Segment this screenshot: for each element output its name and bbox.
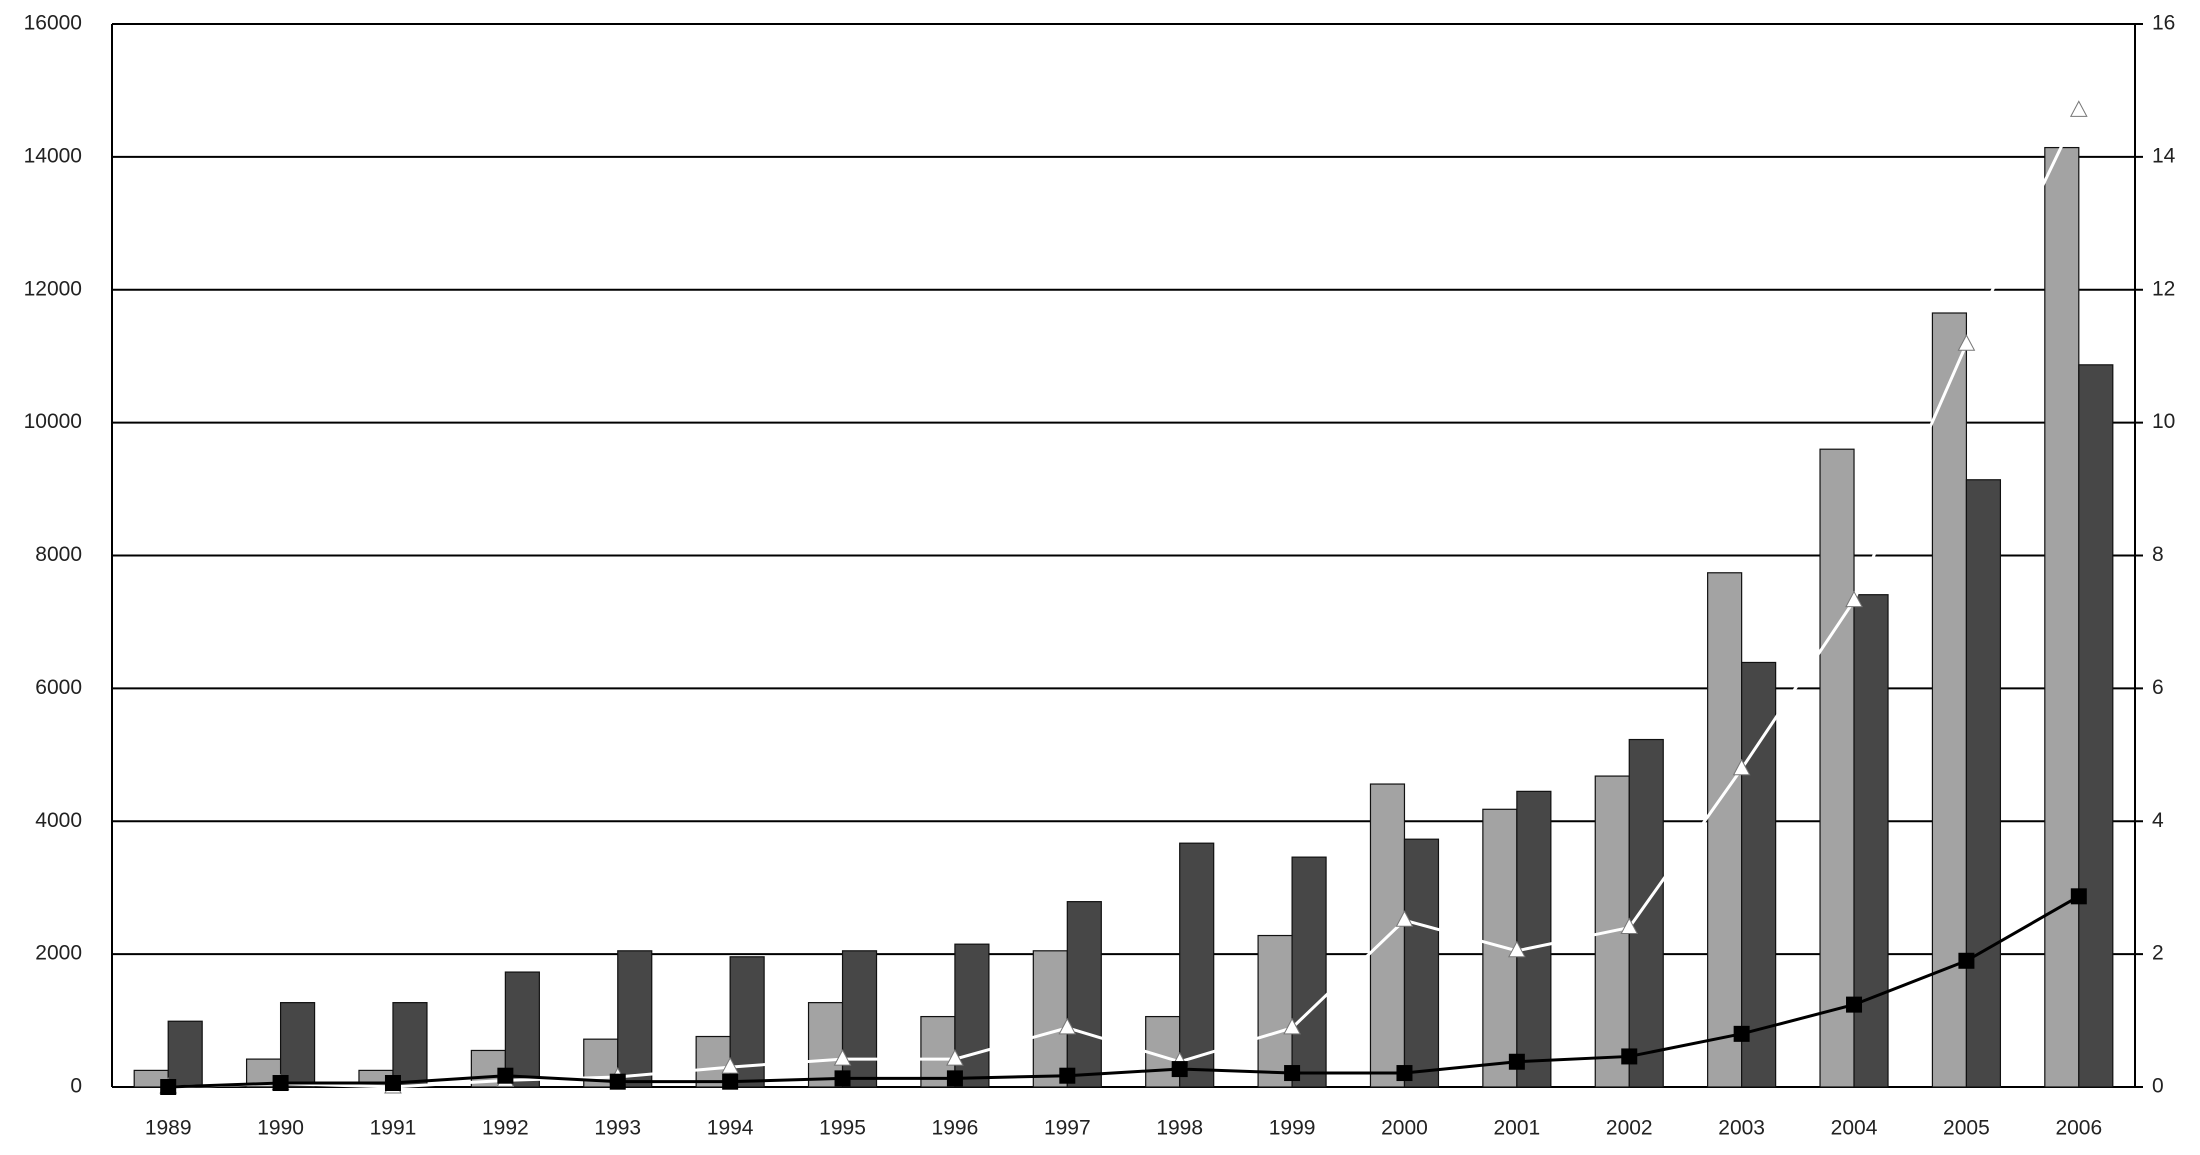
x-tick-label: 1998: [1156, 1117, 1203, 1140]
y-tick-label: 14000: [24, 144, 82, 167]
x-tick-label: 1989: [145, 1117, 192, 1140]
marker: [384, 1075, 401, 1092]
marker: [1396, 1065, 1413, 1082]
line: [168, 895, 2080, 1089]
marker: [1058, 1017, 1077, 1035]
bar: [1032, 950, 1068, 1088]
bar: [1819, 448, 1855, 1088]
marker: [721, 1057, 739, 1074]
x-tick-label: 2003: [1718, 1117, 1765, 1140]
marker: [497, 1067, 514, 1084]
marker: [1508, 940, 1526, 958]
bar: [1066, 901, 1102, 1088]
marker: [1620, 917, 1639, 935]
bar: [1965, 479, 2002, 1088]
marker: [2070, 888, 2087, 905]
x-tick-label: 2001: [1494, 1117, 1541, 1140]
bar: [1707, 572, 1743, 1088]
x-tick-label: 2000: [1381, 1117, 1428, 1140]
marker: [2069, 100, 2088, 117]
y-tick-label: 4000: [35, 809, 82, 832]
marker: [1283, 1017, 1301, 1035]
x-tick-label: 1993: [594, 1117, 641, 1140]
marker: [1957, 334, 1976, 351]
y-tick-label: 8000: [35, 543, 82, 566]
y2-tick-label: 10: [2152, 410, 2175, 433]
bar: [1257, 934, 1293, 1088]
marker: [160, 1079, 177, 1095]
marker: [1171, 1061, 1188, 1078]
bar: [279, 1002, 316, 1088]
x-tick-label: 1995: [819, 1117, 866, 1140]
y-tick-label: 16000: [24, 12, 82, 35]
y2-tick-label: 0: [2152, 1075, 2164, 1098]
bar: [392, 1002, 428, 1088]
x-tick-label: 1992: [482, 1117, 529, 1140]
marker: [1958, 952, 1975, 969]
marker: [609, 1073, 626, 1090]
bar: [167, 1020, 203, 1088]
x-tick-label: 1994: [707, 1117, 754, 1140]
y2-tick-label: 2: [2152, 942, 2164, 965]
marker: [946, 1070, 963, 1087]
marker: [1508, 1053, 1525, 1070]
bar: [841, 950, 878, 1088]
marker: [1845, 590, 1863, 608]
marker: [1732, 758, 1751, 776]
x-tick-label: 2004: [1831, 1117, 1878, 1140]
y-tick-label: 6000: [35, 676, 82, 699]
marker: [833, 1049, 852, 1066]
x-tick-label: 2005: [1943, 1117, 1990, 1140]
x-tick-label: 2002: [1606, 1117, 1653, 1140]
marker: [722, 1073, 739, 1090]
marker: [272, 1075, 289, 1092]
y2-tick-label: 8: [2152, 543, 2164, 566]
x-tick-label: 1991: [370, 1117, 417, 1140]
y-tick-label: 0: [70, 1075, 82, 1098]
bar: [1179, 842, 1215, 1088]
x-tick-label: 2006: [2055, 1117, 2102, 1140]
y2-tick-label: 4: [2152, 809, 2164, 832]
y2-tick-label: 14: [2152, 144, 2176, 167]
x-tick-label: 1999: [1269, 1117, 1316, 1140]
bar: [1291, 856, 1327, 1088]
y2-tick-label: 12: [2152, 277, 2175, 300]
marker: [1733, 1025, 1750, 1042]
x-tick-label: 1997: [1044, 1117, 1091, 1140]
marker: [1395, 910, 1414, 927]
y-tick-label: 10000: [24, 410, 82, 433]
bar: [2044, 146, 2080, 1088]
marker: [1846, 996, 1863, 1013]
marker: [834, 1070, 851, 1087]
marker: [946, 1049, 964, 1066]
bar: [1628, 738, 1664, 1088]
x-tick-label: 1990: [257, 1117, 304, 1140]
y-tick-label: 12000: [24, 277, 82, 300]
line: [168, 109, 2081, 1089]
bar: [1369, 783, 1406, 1088]
y2-tick-label: 16: [2152, 12, 2175, 35]
bar: [2078, 364, 2114, 1088]
bar: [1403, 838, 1440, 1088]
marker: [1621, 1048, 1638, 1065]
marker: [1059, 1067, 1076, 1084]
bar: [1516, 790, 1552, 1088]
y-tick-label: 2000: [35, 942, 82, 965]
bar: [1853, 594, 1889, 1088]
y2-tick-label: 6: [2152, 676, 2164, 699]
bar: [1741, 661, 1777, 1088]
x-tick-label: 1996: [932, 1117, 979, 1140]
marker: [1284, 1065, 1301, 1082]
bar: [617, 950, 653, 1088]
